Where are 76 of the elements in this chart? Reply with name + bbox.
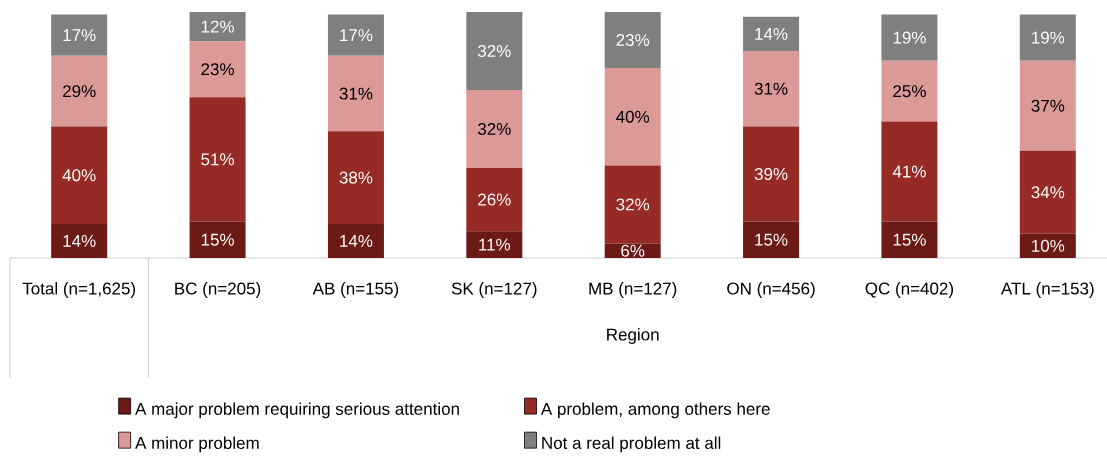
bar	[189, 97, 246, 222]
data-label: 10%	[1032, 239, 1065, 252]
data-label: 29%	[63, 85, 96, 98]
data-label: 11%	[479, 238, 511, 251]
data-label: 39%	[754, 167, 788, 180]
bar	[51, 14, 108, 56]
x-tick-label: Total (n=1,625)	[22, 282, 136, 298]
bar	[881, 121, 938, 222]
bar	[327, 131, 384, 224]
bar	[189, 221, 246, 258]
data-label: 15%	[893, 233, 926, 246]
data-label: 41%	[892, 165, 926, 178]
data-label: 32%	[477, 122, 511, 135]
data-label: 32%	[477, 44, 511, 57]
bar	[881, 221, 938, 258]
legend-label: A problem, among others here	[540, 402, 770, 419]
data-label: 40%	[62, 169, 96, 182]
bar	[466, 167, 523, 232]
data-label: 26%	[478, 193, 511, 206]
x-tick-label: ATL (n=153)	[1000, 282, 1094, 298]
x-tick-label: QC (n=402)	[865, 282, 954, 298]
bar	[743, 126, 800, 222]
bar	[51, 55, 108, 127]
bar	[604, 68, 661, 166]
legend-label: A minor problem	[135, 436, 259, 453]
data-label: 15%	[755, 233, 788, 246]
data-label: 14%	[63, 235, 96, 247]
data-label: 19%	[893, 31, 926, 44]
data-label: 17%	[340, 29, 373, 42]
bar	[189, 41, 246, 98]
x-tick-label: BC (n=205)	[175, 282, 261, 298]
data-label: 37%	[1031, 99, 1065, 112]
data-label: 19%	[1032, 31, 1065, 44]
bar	[743, 16, 800, 51]
bar	[743, 221, 800, 258]
data-label: 31%	[754, 82, 788, 95]
x-tick-label: MB (n=127)	[589, 282, 677, 298]
x-tick-label: AB (n=155)	[312, 282, 399, 298]
data-label: 25%	[893, 85, 926, 98]
data-label: 15%	[201, 233, 234, 246]
bar	[604, 165, 661, 244]
bar	[1019, 14, 1076, 61]
data-label: 14%	[340, 235, 373, 247]
bar	[604, 12, 661, 69]
data-label: 32%	[616, 198, 650, 211]
bar	[327, 55, 384, 132]
bar	[189, 12, 246, 42]
bar	[51, 223, 108, 258]
bar	[1019, 60, 1076, 151]
bar	[604, 243, 661, 258]
x-tick-label: ON (n=456)	[727, 282, 815, 298]
bar	[466, 12, 523, 90]
legend-label: A major problem requiring serious attention	[135, 402, 459, 419]
bar	[1019, 150, 1076, 234]
data-label: 23%	[616, 34, 650, 47]
bar	[881, 60, 938, 122]
data-label: 12%	[201, 20, 234, 33]
data-label: 51%	[201, 153, 234, 166]
x-axis-title: Region	[607, 328, 659, 344]
bar	[466, 89, 523, 168]
data-label: 34%	[1031, 186, 1065, 199]
bar	[327, 14, 384, 56]
bar	[51, 126, 108, 224]
data-label: 40%	[616, 110, 650, 123]
data-label: 38%	[339, 171, 373, 184]
bar	[881, 14, 938, 61]
data-label: 17%	[63, 29, 96, 42]
data-label: 6%	[621, 244, 645, 257]
bar	[327, 223, 384, 258]
legend-label: Not a real problem at all	[542, 436, 721, 453]
bar	[466, 231, 523, 258]
data-label: 14%	[755, 27, 788, 40]
data-label: 23%	[201, 63, 234, 76]
data-label: 31%	[339, 87, 373, 100]
x-tick-label: SK (n=127)	[451, 282, 537, 298]
bar	[743, 50, 800, 127]
